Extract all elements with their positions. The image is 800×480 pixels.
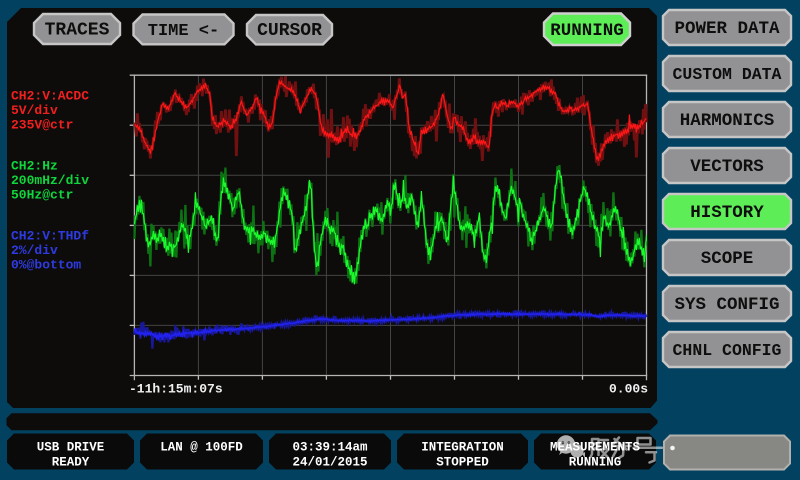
svg-text:CH2:V:ACDC: CH2:V:ACDC — [11, 89, 89, 104]
svg-text:50Hz@ctr: 50Hz@ctr — [11, 188, 73, 203]
svg-text:HISTORY: HISTORY — [690, 203, 764, 223]
svg-text:TRACES: TRACES — [45, 21, 110, 41]
svg-text:RUNNING: RUNNING — [569, 456, 622, 470]
svg-text:LAN @ 100FD: LAN @ 100FD — [160, 441, 243, 455]
svg-text:-11h:15m:07s: -11h:15m:07s — [129, 382, 223, 397]
svg-text:CH2:V:THDf: CH2:V:THDf — [11, 229, 89, 244]
svg-text:03:39:14am: 03:39:14am — [292, 441, 368, 455]
svg-text:READY: READY — [52, 456, 90, 470]
svg-text:CURSOR: CURSOR — [257, 21, 322, 41]
svg-text:0.00s: 0.00s — [609, 382, 648, 397]
svg-text:24/01/2015: 24/01/2015 — [292, 456, 367, 470]
svg-text:200mHz/div: 200mHz/div — [11, 173, 89, 188]
svg-text:CH2:Hz: CH2:Hz — [11, 159, 58, 174]
svg-text:SCOPE: SCOPE — [701, 249, 754, 269]
svg-text:INTEGRATION: INTEGRATION — [421, 441, 504, 455]
svg-text:2%/div: 2%/div — [11, 243, 58, 258]
svg-text:CHNL CONFIG: CHNL CONFIG — [673, 341, 782, 360]
svg-text:HARMONICS: HARMONICS — [680, 111, 775, 131]
svg-text:235V@ctr: 235V@ctr — [11, 118, 73, 133]
svg-text:0%@bottom: 0%@bottom — [11, 258, 81, 273]
svg-text:CUSTOM DATA: CUSTOM DATA — [673, 65, 782, 84]
svg-text:VECTORS: VECTORS — [690, 157, 764, 177]
svg-text:SYS CONFIG: SYS CONFIG — [674, 295, 779, 315]
svg-text:5V/div: 5V/div — [11, 103, 58, 118]
svg-text:USB DRIVE: USB DRIVE — [37, 441, 105, 455]
svg-text:STOPPED: STOPPED — [436, 456, 489, 470]
svg-text:RUNNING: RUNNING — [550, 21, 624, 41]
svg-text:TIME <-: TIME <- — [148, 22, 219, 41]
svg-text:POWER DATA: POWER DATA — [674, 19, 780, 39]
